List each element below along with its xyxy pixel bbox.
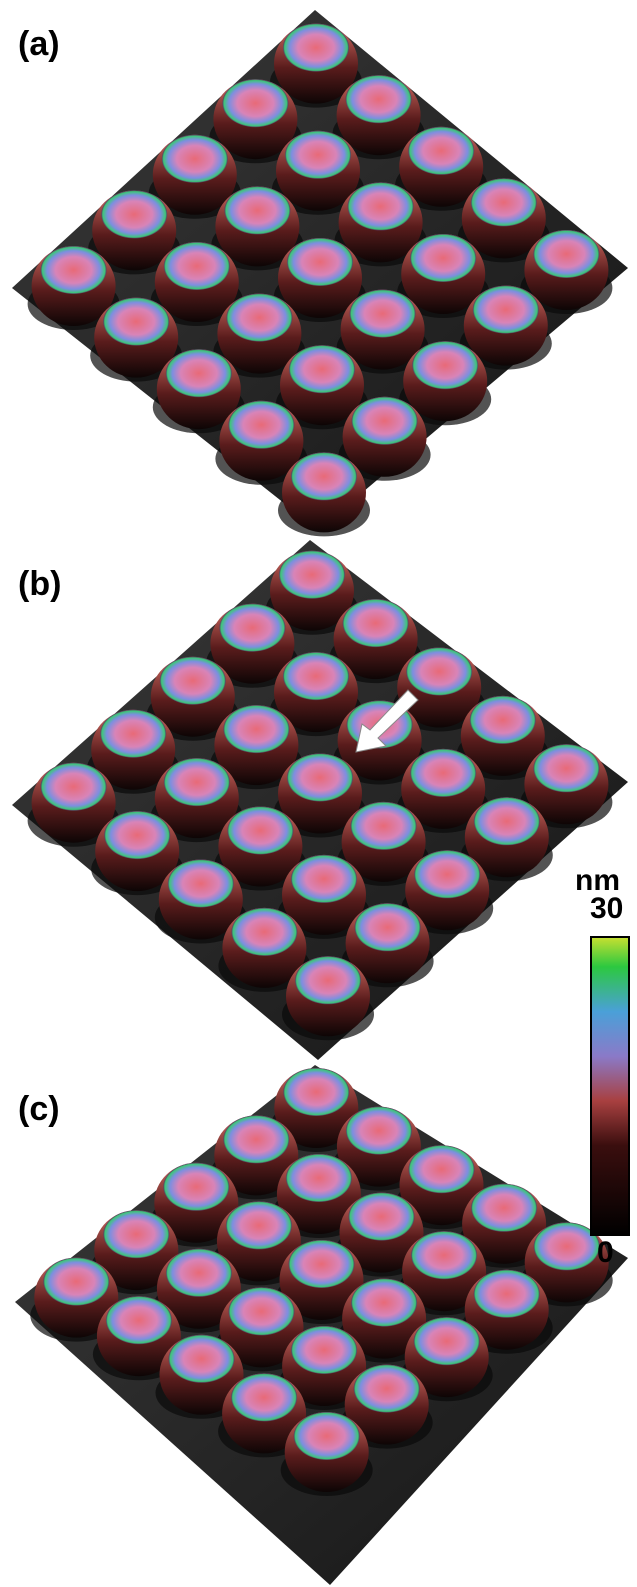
bump-cap: [227, 807, 293, 855]
bump-cap: [286, 1154, 352, 1202]
bump-cap: [226, 294, 292, 342]
bump-cap: [228, 401, 294, 449]
bump-cap: [533, 744, 599, 792]
bump-cap: [294, 1412, 360, 1460]
bump-cap: [41, 763, 107, 811]
bump-cap: [43, 1258, 109, 1306]
bump-cap: [231, 1373, 297, 1421]
bump-cap: [355, 903, 421, 951]
bump-cap: [168, 860, 234, 908]
bump-cap: [291, 855, 357, 903]
bump-cap: [164, 242, 230, 290]
bump-cap: [226, 1201, 292, 1249]
bump-cap: [289, 1240, 355, 1288]
bump-cap: [231, 908, 297, 956]
bump-cap: [283, 652, 349, 700]
bump-cap: [343, 599, 409, 647]
bump-cap: [408, 127, 474, 175]
bump-cap: [295, 956, 361, 1004]
bump-cap: [160, 657, 226, 705]
bump-cap: [291, 452, 357, 500]
panel-label: (b): [18, 565, 61, 603]
figure: (a) (b) (c) nm 30 0: [0, 0, 637, 1587]
bump-cap: [222, 79, 288, 127]
bump-cap: [474, 797, 540, 845]
bump-cap: [100, 710, 166, 758]
bump-cap: [166, 349, 232, 397]
bump-cap: [410, 234, 476, 282]
bump-cap: [533, 230, 599, 278]
bump-cap: [474, 1270, 540, 1318]
bump-cap: [289, 345, 355, 393]
bump-cap: [41, 246, 107, 294]
bump-cap: [104, 811, 170, 859]
bump-cap: [106, 1296, 172, 1344]
bump-cap: [229, 1287, 295, 1335]
bump-cap: [346, 1107, 412, 1155]
bump-cap: [406, 648, 472, 696]
bump-cap: [410, 749, 476, 797]
bump-cap: [101, 190, 167, 238]
bump-cap: [471, 178, 537, 226]
bump-cap: [285, 131, 351, 179]
bump-cap: [350, 290, 416, 338]
bump-cap: [162, 135, 228, 183]
bump-cap: [351, 1279, 417, 1327]
bump-cap: [219, 604, 285, 652]
colorbar: [591, 937, 629, 1235]
panel-label: (a): [18, 25, 60, 63]
bump-cap: [287, 238, 353, 286]
bump-cap: [223, 1115, 289, 1163]
bump-cap: [412, 341, 478, 389]
bump-cap: [348, 182, 414, 230]
bump-cap: [471, 1184, 537, 1232]
bump-cap: [473, 286, 539, 334]
bump-cap: [103, 298, 169, 346]
bump-cap: [409, 1145, 475, 1193]
bump-cap: [166, 1249, 232, 1297]
bump-cap: [163, 1163, 229, 1211]
bump-cap: [283, 1068, 349, 1116]
bump-cap: [414, 850, 480, 898]
panel-label: (c): [18, 1090, 60, 1128]
bump-cap: [223, 705, 289, 753]
afm-panels: [12, 10, 628, 1585]
bump-cap: [470, 696, 536, 744]
bump-cap: [287, 754, 353, 802]
bump-cap: [283, 24, 349, 72]
bump-cap: [279, 551, 345, 599]
bump-cap: [354, 1365, 420, 1413]
bump-cap: [224, 186, 290, 234]
bump-cap: [414, 1317, 480, 1365]
bump-cap: [351, 802, 417, 850]
bump-cap: [169, 1335, 235, 1383]
bump-cap: [103, 1210, 169, 1258]
bump-cap: [534, 1222, 600, 1270]
colorbar-min: 0: [597, 1236, 614, 1269]
bump-cap: [352, 397, 418, 445]
bump-cap: [411, 1231, 477, 1279]
bump-cap: [349, 1193, 415, 1241]
colorbar-max: 30: [590, 892, 623, 925]
bump-cap: [346, 75, 412, 123]
bump-cap: [164, 758, 230, 806]
bump-cap: [291, 1326, 357, 1374]
